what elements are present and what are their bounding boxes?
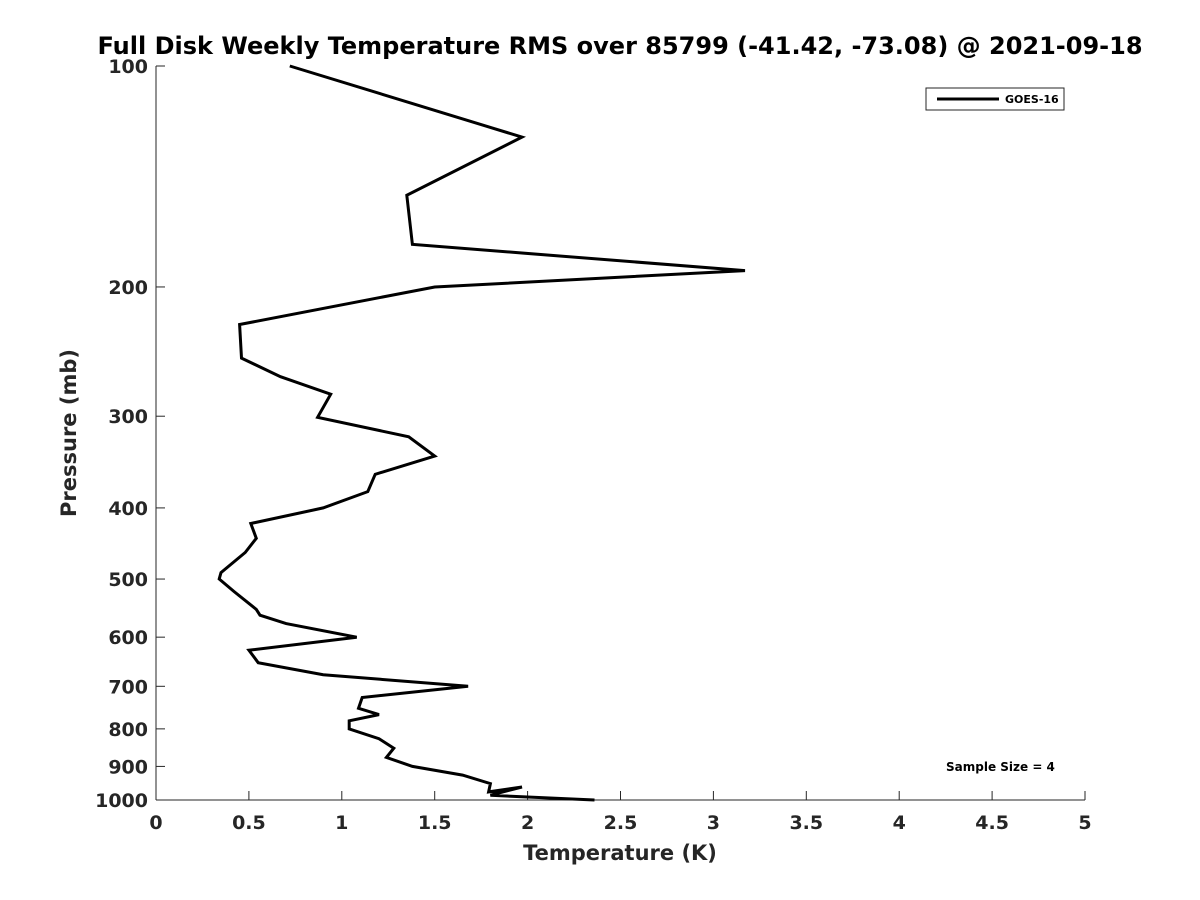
x-tick-label: 0.5 — [232, 812, 266, 834]
x-tick-label: 4 — [893, 812, 906, 834]
x-tick-label: 0 — [149, 812, 162, 834]
y-tick-label: 800 — [108, 719, 148, 741]
x-tick-label: 2 — [521, 812, 534, 834]
y-axis-label: Pressure (mb) — [57, 349, 81, 517]
x-tick-label: 1 — [335, 812, 348, 834]
y-tick-label: 1000 — [95, 790, 148, 812]
x-axis-label: Temperature (K) — [523, 841, 717, 865]
x-tick-label: 2.5 — [604, 812, 638, 834]
x-tick-label: 3 — [707, 812, 720, 834]
legend: GOES-16 — [925, 87, 1065, 111]
x-tick-label: 1.5 — [418, 812, 452, 834]
x-ticks: 0 0.5 1 1.5 2 2.5 3 3.5 4 4.5 5 — [149, 791, 1092, 834]
y-tick-label: 200 — [108, 277, 148, 299]
series-line-goes-16 — [217, 64, 746, 802]
legend-label: GOES-16 — [1005, 93, 1059, 106]
y-ticks: 100 200 300 400 500 600 700 800 900 1000 — [95, 56, 165, 812]
y-tick-label: 500 — [108, 569, 148, 591]
y-tick-label: 700 — [108, 676, 148, 698]
y-tick-label: 400 — [108, 498, 148, 520]
y-tick-label: 600 — [108, 627, 148, 649]
x-tick-label: 3.5 — [789, 812, 823, 834]
x-tick-label: 5 — [1078, 812, 1091, 834]
y-tick-label: 100 — [108, 56, 148, 78]
plot-lines — [217, 64, 746, 802]
chart-title: Full Disk Weekly Temperature RMS over 85… — [97, 32, 1142, 60]
x-tick-label: 4.5 — [975, 812, 1009, 834]
y-tick-label: 900 — [108, 756, 148, 778]
y-tick-label: 300 — [108, 406, 148, 428]
sample-size-annotation: Sample Size = 4 — [946, 760, 1055, 774]
